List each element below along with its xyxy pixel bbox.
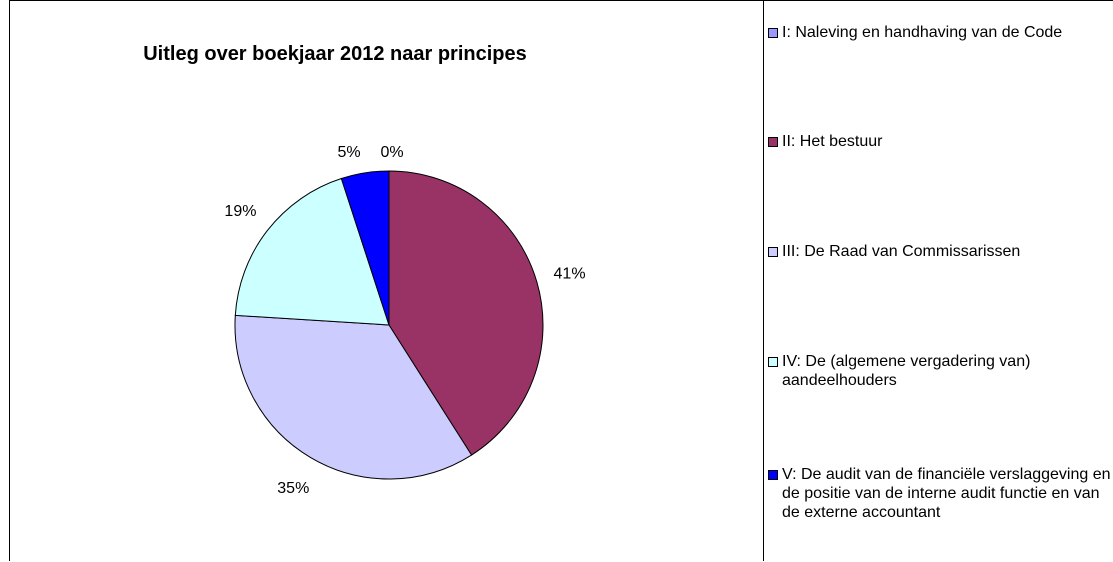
legend-swatch-1 bbox=[768, 28, 778, 38]
legend-swatch-4 bbox=[768, 357, 778, 367]
slice-label-4: 19% bbox=[224, 203, 256, 220]
legend-item-3: III: De Raad van Commissarissen bbox=[768, 242, 1113, 261]
legend-label-2: II: Het bestuur bbox=[782, 133, 883, 150]
slice-label-3: 35% bbox=[277, 480, 309, 497]
legend-swatch-2 bbox=[768, 137, 778, 147]
legend-item-1: I: Naleving en handhaving van de Code bbox=[768, 23, 1113, 42]
legend-label-1: I: Naleving en handhaving van de Code bbox=[782, 24, 1063, 41]
slice-label-1: 0% bbox=[380, 144, 403, 161]
legend-swatch-5 bbox=[768, 470, 778, 480]
legend-label-5: V: De audit van de financiële verslaggev… bbox=[782, 466, 1111, 521]
legend-label-4: IV: De (algemene vergadering van) aandee… bbox=[782, 353, 1031, 389]
slice-label-5: 5% bbox=[337, 144, 360, 161]
chart-title: Uitleg over boekjaar 2012 naar principes bbox=[143, 43, 527, 65]
pie-slice-3 bbox=[234, 314, 473, 480]
legend: I: Naleving en handhaving van de Code II:… bbox=[764, 0, 1113, 561]
legend-item-2: II: Het bestuur bbox=[768, 132, 1113, 151]
chart-area: Uitleg over boekjaar 2012 naar principes… bbox=[9, 0, 764, 561]
pie-slice-2 bbox=[388, 170, 544, 456]
legend-item-4: IV: De (algemene vergadering van) aandee… bbox=[768, 352, 1113, 390]
pie-slice-4 bbox=[234, 177, 390, 326]
legend-swatch-3 bbox=[768, 247, 778, 257]
pie-chart: Uitleg over boekjaar 2012 naar principes… bbox=[143, 43, 586, 497]
slice-label-2: 41% bbox=[554, 266, 586, 283]
legend-label-3: III: De Raad van Commissarissen bbox=[782, 243, 1021, 260]
pie-slice-5 bbox=[340, 170, 390, 326]
legend-item-5: V: De audit van de financiële verslaggev… bbox=[768, 465, 1113, 522]
